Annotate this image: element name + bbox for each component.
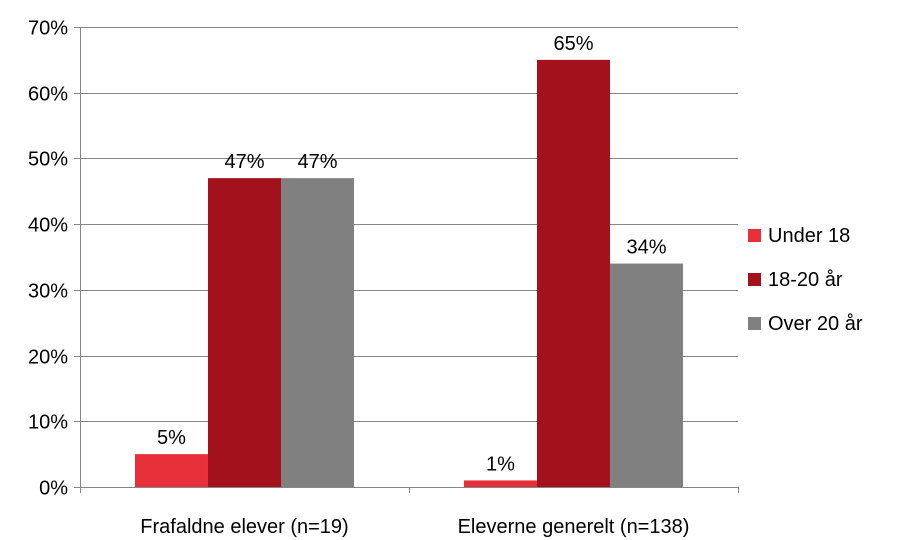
bar-under-18-1	[134, 454, 208, 487]
y-tick-label: 0%	[39, 478, 68, 500]
bars	[134, 59, 684, 487]
data-label-over-20-r-1: 47%	[298, 151, 338, 173]
axes: 0% 10% 20% 30% 40% 50% 60% 70% Frafaldne elever …	[28, 18, 739, 538]
legend-label-18-20-r: 18-20 år	[768, 269, 843, 291]
data-label-under-18-2: 1%	[486, 453, 515, 475]
x-category-label: Frafaldne elever (n=19)	[140, 516, 348, 538]
bar-18-20-r-1	[207, 178, 282, 487]
data-label-18-20-r-2: 65%	[553, 33, 593, 55]
legend-swatch-over-20-r	[748, 317, 761, 330]
y-tick-label: 70%	[28, 18, 68, 40]
legend-swatch-under-18	[748, 229, 761, 242]
legend: Under 18 18-20 år Over 20 år	[748, 225, 863, 335]
data-label-18-20-r-1: 47%	[224, 151, 264, 173]
data-label-over-20-r-2: 34%	[627, 237, 667, 259]
legend-label-over-20-r: Over 20 år	[768, 313, 863, 335]
y-tick-label: 60%	[28, 84, 68, 106]
x-category-label: Eleverne generelt (n=138)	[458, 516, 690, 538]
bar-18-20-r-2	[536, 59, 611, 487]
y-tick-label: 20%	[28, 347, 68, 369]
bar-over-20-r-2	[610, 263, 684, 487]
y-tick-label: 50%	[28, 149, 68, 171]
y-tick-label: 10%	[28, 412, 68, 434]
y-tick-label: 40%	[28, 215, 68, 237]
data-labels: 5% 47% 47% 1% 65% 34%	[157, 33, 667, 476]
bar-over-20-r-1	[281, 178, 355, 487]
legend-swatch-18-20-r	[748, 273, 761, 286]
data-label-under-18-1: 5%	[157, 427, 186, 449]
legend-label-under-18: Under 18	[768, 225, 850, 247]
y-tick-label: 30%	[28, 281, 68, 303]
bar-under-18-2	[463, 480, 537, 487]
gridlines	[80, 27, 738, 422]
